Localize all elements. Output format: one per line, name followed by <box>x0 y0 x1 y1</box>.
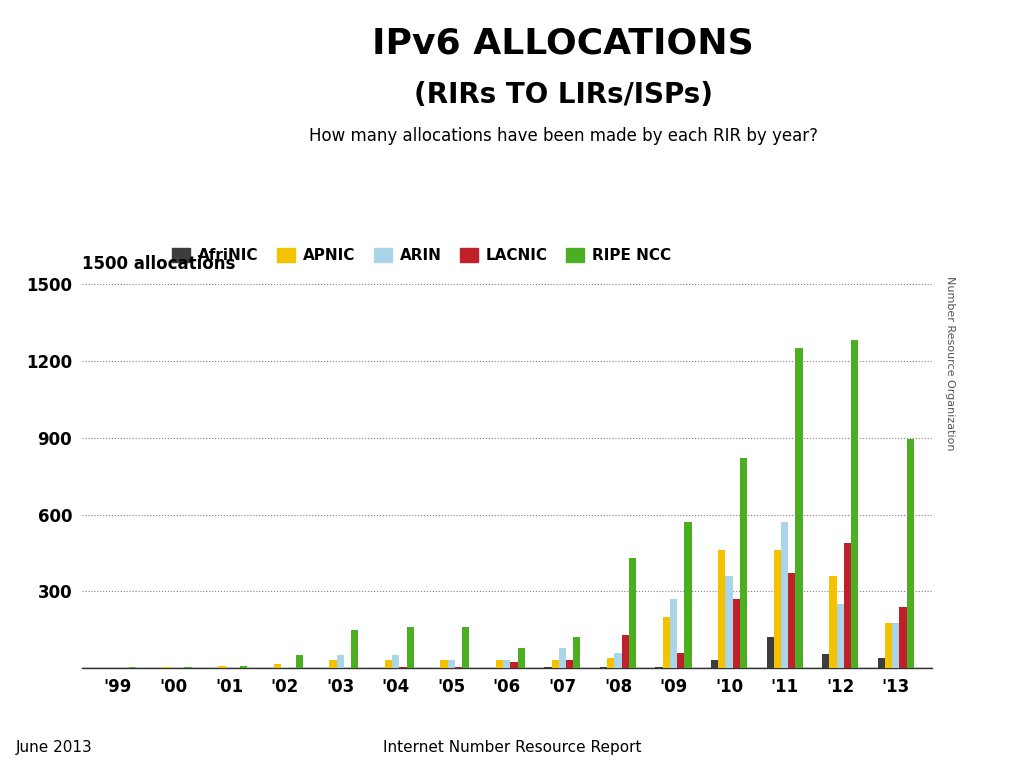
Bar <box>184 667 191 668</box>
Bar <box>733 599 740 668</box>
Bar <box>767 637 774 668</box>
Bar <box>385 660 392 668</box>
Bar <box>629 558 636 668</box>
Bar <box>566 660 573 668</box>
Text: June 2013: June 2013 <box>15 740 92 755</box>
Legend: AfriNIC, APNIC, ARIN, LACNIC, RIPE NCC: AfriNIC, APNIC, ARIN, LACNIC, RIPE NCC <box>166 242 677 269</box>
Bar <box>899 607 906 668</box>
Bar <box>725 576 733 668</box>
Bar <box>240 666 247 668</box>
Bar <box>407 627 414 668</box>
Bar <box>129 667 136 668</box>
Bar <box>670 599 677 668</box>
Bar <box>774 551 781 668</box>
Bar <box>711 660 718 668</box>
Bar <box>829 576 837 668</box>
Text: (RIRs TO LIRs/ISPs): (RIRs TO LIRs/ISPs) <box>414 81 713 108</box>
Text: Internet Number Resource Report: Internet Number Resource Report <box>383 740 641 755</box>
Bar <box>337 655 344 668</box>
Bar <box>296 655 303 668</box>
Text: IPv6 ALLOCATIONS: IPv6 ALLOCATIONS <box>373 27 754 61</box>
Bar <box>906 439 913 668</box>
Bar <box>392 655 399 668</box>
Bar <box>718 551 725 668</box>
Bar <box>511 662 518 668</box>
Bar <box>600 667 607 668</box>
Bar <box>273 664 281 668</box>
Bar <box>607 658 614 668</box>
Bar <box>351 630 358 668</box>
Bar <box>844 543 851 668</box>
Bar <box>684 522 691 668</box>
Bar <box>788 574 796 668</box>
Bar <box>399 667 407 668</box>
Bar <box>573 637 581 668</box>
Bar <box>559 647 566 668</box>
Bar <box>781 522 788 668</box>
Bar <box>796 348 803 668</box>
Bar <box>496 660 503 668</box>
Bar <box>455 667 462 668</box>
Bar <box>837 604 844 668</box>
Bar <box>552 660 559 668</box>
Bar <box>677 653 684 668</box>
Bar <box>655 667 663 668</box>
Text: Number Resource Organization: Number Resource Organization <box>945 276 954 450</box>
Bar <box>663 617 670 668</box>
Bar <box>218 666 225 668</box>
Bar <box>614 653 622 668</box>
Bar <box>545 667 552 668</box>
Bar <box>822 654 829 668</box>
Bar <box>462 627 469 668</box>
Bar <box>447 660 455 668</box>
Bar <box>851 340 858 668</box>
Bar <box>518 647 525 668</box>
Bar <box>330 660 337 668</box>
Text: How many allocations have been made by each RIR by year?: How many allocations have been made by e… <box>308 127 818 144</box>
Bar <box>885 624 892 668</box>
Bar <box>503 660 511 668</box>
Bar <box>878 658 885 668</box>
Bar <box>281 667 289 668</box>
Bar <box>163 667 170 668</box>
Text: 1500 allocations: 1500 allocations <box>82 255 236 273</box>
Bar <box>892 624 899 668</box>
Bar <box>440 660 447 668</box>
Bar <box>740 458 748 668</box>
Bar <box>622 635 629 668</box>
